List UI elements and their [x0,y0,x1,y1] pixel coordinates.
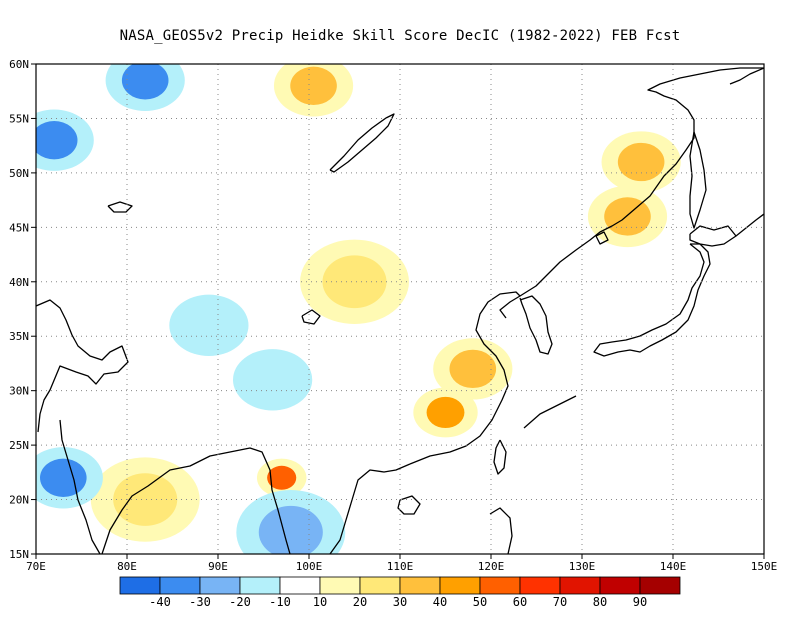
hokkaido-coast [689,225,737,247]
colorbar-label-8: 50 [473,595,487,609]
hainan-coast [397,495,421,515]
skill-score-fields [36,64,681,554]
skill-patch-12 [185,306,233,345]
skill-patch-4 [604,197,651,236]
colorbar-label-0: -40 [149,595,171,609]
colorbar-label-1: -30 [189,595,211,609]
india-east-coast [59,419,101,554]
taiwan-coast [493,439,507,475]
lon-label-100E: 100E [296,560,323,573]
lat-label-40N: 40N [9,276,29,289]
colorbar: -40 -30 -20 -10 10 20 30 40 50 60 70 80 90 [119,576,681,609]
skill-patch-13 [258,505,323,554]
bay-of-bengal-coast [101,447,291,554]
lat-label-50N: 50N [9,167,29,180]
colorbar-swatch-7 [399,576,441,595]
indochina-coast [329,463,411,554]
colorbar-swatch-5 [319,576,361,595]
balkhash-lake [107,201,133,213]
colorbar-swatch-0 [119,576,161,595]
colorbar-swatch-11 [559,576,601,595]
colorbar-swatch-3 [239,576,281,595]
south-china-coast [409,291,521,465]
lake-baikal [329,113,395,173]
ryukyu-islands [523,395,577,429]
skill-patch-10 [40,458,87,497]
lat-label-25N: 25N [9,439,29,452]
skill-patch-11 [249,360,296,399]
lat-label-20N: 20N [9,494,29,507]
colorbar-label-5: 20 [353,595,367,609]
lake-khanka [595,231,609,245]
lat-label-35N: 35N [9,330,29,343]
skill-patch-7 [113,473,178,526]
kamchatka-coast [729,67,764,85]
lat-label-15N: 15N [9,548,29,561]
colorbar-swatch-1 [159,576,201,595]
skill-patch-9 [36,121,78,160]
lon-label-130E: 130E [569,560,596,573]
colorbar-label-4: 10 [313,595,327,609]
lat-label-55N: 55N [9,112,29,125]
skill-patch-5 [449,349,497,389]
skill-patch-3 [617,142,665,182]
colorbar-swatch-9 [479,576,521,595]
colorbar-label-6: 30 [393,595,407,609]
colorbar-label-11: 80 [593,595,607,609]
coastlines [36,67,764,554]
colorbar-swatch-2 [199,576,241,595]
lon-label-120E: 120E [478,560,505,573]
korea-coast [519,295,553,355]
colorbar-swatch-12 [599,576,641,595]
skill-patch-2 [426,396,465,429]
colorbar-swatch-4 [279,576,321,595]
colorbar-label-3: -10 [269,595,291,609]
colorbar-swatch-10 [519,576,561,595]
colorbar-label-10: 70 [553,595,567,609]
lon-label-90E: 90E [208,560,228,573]
colorbar-swatch-13 [639,576,681,595]
map-title: NASA_GEOS5v2 Precip Heidke Skill Score D… [119,28,681,44]
lon-label-80E: 80E [117,560,137,573]
lat-label-30N: 30N [9,385,29,398]
sakhalin-coast [689,131,707,229]
colorbar-label-12: 90 [633,595,647,609]
qinghai-lake [301,309,321,325]
lat-lon-grid [36,64,764,554]
lon-label-110E: 110E [387,560,414,573]
philippines-luzon-coast [489,507,513,554]
lon-label-140E: 140E [660,560,687,573]
lat-label-45N: 45N [9,221,29,234]
skill-patch-6 [322,255,387,309]
kuril-islands [735,213,764,237]
skill-patch-1 [267,465,297,490]
japan-main-coast [593,243,711,357]
lon-label-150E: 150E [751,560,778,573]
colorbar-swatch-8 [439,576,481,595]
lon-label-70E: 70E [26,560,46,573]
colorbar-label-7: 40 [433,595,447,609]
lat-label-60N: 60N [9,58,29,71]
skill-patch-8 [121,64,169,100]
asia-mainland-coastline [36,299,129,433]
colorbar-swatch-6 [359,576,401,595]
skill-patch-0 [290,66,337,105]
colorbar-label-2: -20 [229,595,251,609]
colorbar-label-9: 60 [513,595,527,609]
